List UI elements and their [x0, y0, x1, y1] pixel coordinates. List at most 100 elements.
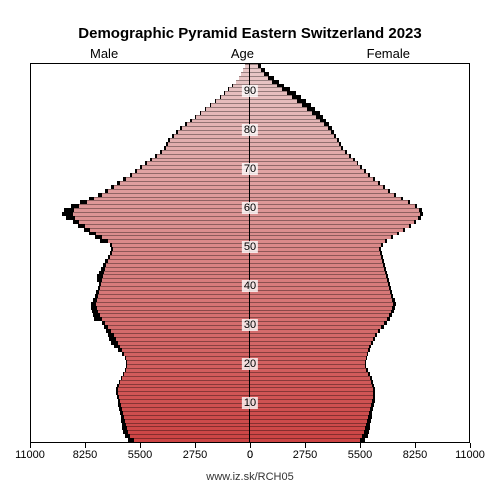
- female-bar-shadow: [372, 384, 374, 388]
- female-bar-shadow: [375, 333, 377, 337]
- female-bar-row: [250, 169, 469, 173]
- male-bar: [174, 134, 249, 138]
- y-tick-label: 70: [242, 163, 258, 175]
- male-bar-row: [31, 154, 249, 158]
- male-bar: [122, 376, 249, 380]
- female-bar-row: [250, 87, 469, 91]
- female-bar: [250, 306, 392, 310]
- x-tick-mark: [415, 443, 416, 448]
- female-bar: [250, 438, 360, 442]
- male-bar: [122, 407, 249, 411]
- male-bar-row: [31, 325, 249, 329]
- male-bar-row: [31, 317, 249, 321]
- female-bar: [250, 387, 373, 391]
- male-bar-row: [31, 115, 249, 119]
- male-bar-row: [31, 321, 249, 325]
- x-tick-label-right: 8250: [403, 449, 427, 461]
- female-bar: [250, 337, 373, 341]
- male-bar-shadow: [109, 337, 116, 341]
- female-bar-shadow: [277, 84, 285, 88]
- female-bar-row: [250, 348, 469, 352]
- female-bar: [250, 185, 383, 189]
- female-bar-shadow: [389, 313, 391, 317]
- female-bar-shadow: [365, 364, 366, 368]
- female-bar-row: [250, 68, 469, 72]
- female-bar-shadow: [378, 329, 380, 333]
- female-bar-row: [250, 235, 469, 239]
- male-bar-row: [31, 333, 249, 337]
- male-bar: [102, 235, 249, 239]
- female-bar-row: [250, 200, 469, 204]
- x-tick-mark: [360, 443, 361, 448]
- male-bar: [118, 391, 249, 395]
- female-bar-shadow: [362, 434, 367, 438]
- male-bar-row: [31, 426, 249, 430]
- female-bar-shadow: [384, 267, 386, 271]
- male-bar-row: [31, 134, 249, 138]
- female-bar: [250, 407, 370, 411]
- female-bar: [250, 107, 307, 111]
- female-bar-row: [250, 345, 469, 349]
- male-label: Male: [90, 46, 118, 61]
- male-bar: [132, 173, 249, 177]
- female-bar: [250, 197, 401, 201]
- male-bar-shadow: [94, 317, 102, 321]
- female-bar: [250, 426, 365, 430]
- female-bar: [250, 274, 386, 278]
- female-bar: [250, 434, 362, 438]
- male-bar-shadow: [64, 208, 74, 212]
- male-bar: [196, 115, 249, 119]
- y-tick-label: 20: [242, 358, 258, 370]
- male-bar-row: [31, 158, 249, 162]
- female-bar-row: [250, 72, 469, 76]
- male-bar-row: [31, 251, 249, 255]
- male-bar-row: [31, 255, 249, 259]
- female-bar: [250, 384, 372, 388]
- female-bar-row: [250, 212, 469, 216]
- female-bar-row: [250, 130, 469, 134]
- female-bar-row: [250, 384, 469, 388]
- female-bar-shadow: [360, 438, 366, 442]
- female-bar-shadow: [383, 263, 385, 267]
- female-bar-row: [250, 146, 469, 150]
- male-bar: [101, 282, 249, 286]
- x-tick-label-left: 8250: [73, 449, 97, 461]
- male-bar: [243, 68, 249, 72]
- female-bar-row: [250, 298, 469, 302]
- female-bar-shadow: [349, 154, 351, 158]
- female-bar: [250, 161, 357, 165]
- female-bar-row: [250, 302, 469, 306]
- male-bar: [127, 360, 249, 364]
- male-bar: [152, 158, 249, 162]
- female-bar-row: [250, 80, 469, 84]
- male-bar-row: [31, 274, 249, 278]
- x-axis: 110008250550027500 027505500825011000: [30, 443, 470, 463]
- female-bar-row: [250, 126, 469, 130]
- male-bar: [182, 126, 249, 130]
- female-bar: [250, 345, 369, 349]
- female-bar-row: [250, 352, 469, 356]
- age-label: Age: [231, 46, 254, 61]
- female-bar-row: [250, 274, 469, 278]
- female-bar-shadow: [367, 352, 368, 356]
- female-bar-shadow: [393, 302, 395, 306]
- female-bar-row: [250, 247, 469, 251]
- y-tick-label: 10: [242, 397, 258, 409]
- female-bar: [250, 372, 368, 376]
- male-bar-row: [31, 376, 249, 380]
- male-bar: [122, 348, 249, 352]
- male-bar: [168, 142, 249, 146]
- female-bar: [250, 391, 373, 395]
- male-bar: [121, 403, 249, 407]
- male-bar: [120, 345, 249, 349]
- female-bar: [250, 352, 367, 356]
- male-bar: [96, 232, 249, 236]
- female-bar-shadow: [385, 271, 387, 275]
- female-bar: [250, 103, 302, 107]
- female-bar-shadow: [366, 368, 367, 372]
- male-bar-row: [31, 235, 249, 239]
- male-bar-row: [31, 138, 249, 142]
- male-bar: [75, 216, 249, 220]
- male-bar: [94, 197, 249, 201]
- male-bar: [104, 271, 249, 275]
